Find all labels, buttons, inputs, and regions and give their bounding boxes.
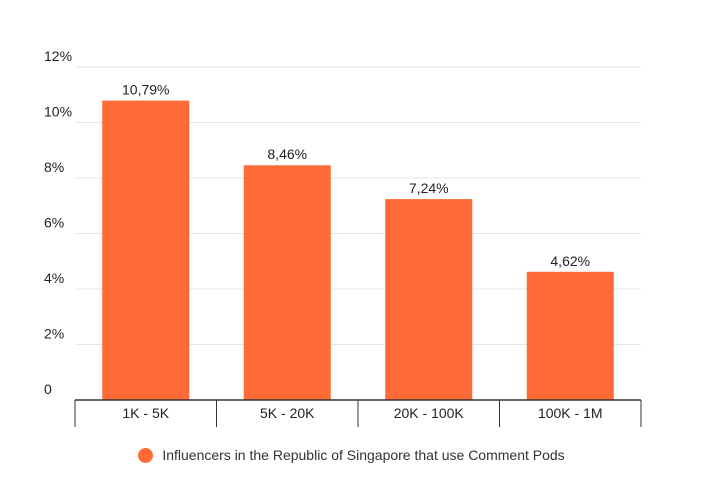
- x-tick-label: 1K - 5K: [122, 405, 169, 421]
- bar: [243, 165, 331, 400]
- data-label: 7,24%: [409, 180, 449, 196]
- data-label: 10,79%: [122, 82, 169, 98]
- bar: [385, 199, 473, 400]
- y-tick-label: 12%: [44, 48, 72, 64]
- legend-swatch-icon: [138, 447, 154, 463]
- y-tick-label: 2%: [44, 326, 64, 342]
- bar-chart: 0 2% 4% 6% 8% 10% 12% 10,79% 8,46% 7,24% 4,62% 1K…: [44, 48, 642, 427]
- y-tick-label: 4%: [44, 270, 64, 286]
- data-labels: 10,79% 8,46% 7,24% 4,62%: [122, 82, 590, 269]
- y-tick-label: 6%: [44, 215, 64, 231]
- y-tick-label: 10%: [44, 104, 72, 120]
- x-axis: 1K - 5K 5K - 20K 20K - 100K 100K - 1M: [74, 399, 642, 427]
- bar: [526, 271, 614, 400]
- y-tick-label: 0: [44, 381, 52, 397]
- data-label: 4,62%: [550, 253, 590, 269]
- y-axis-ticks: 0 2% 4% 6% 8% 10% 12%: [44, 48, 72, 397]
- x-tick-label: 5K - 20K: [260, 405, 315, 421]
- bar: [102, 100, 190, 400]
- bars: [102, 100, 614, 400]
- y-tick-label: 8%: [44, 159, 64, 175]
- legend: Influencers in the Republic of Singapore…: [0, 447, 703, 463]
- x-tick-label: 20K - 100K: [394, 405, 465, 421]
- data-label: 8,46%: [267, 146, 307, 162]
- x-tick-label: 100K - 1M: [538, 405, 603, 421]
- legend-label: Influencers in the Republic of Singapore…: [162, 447, 565, 463]
